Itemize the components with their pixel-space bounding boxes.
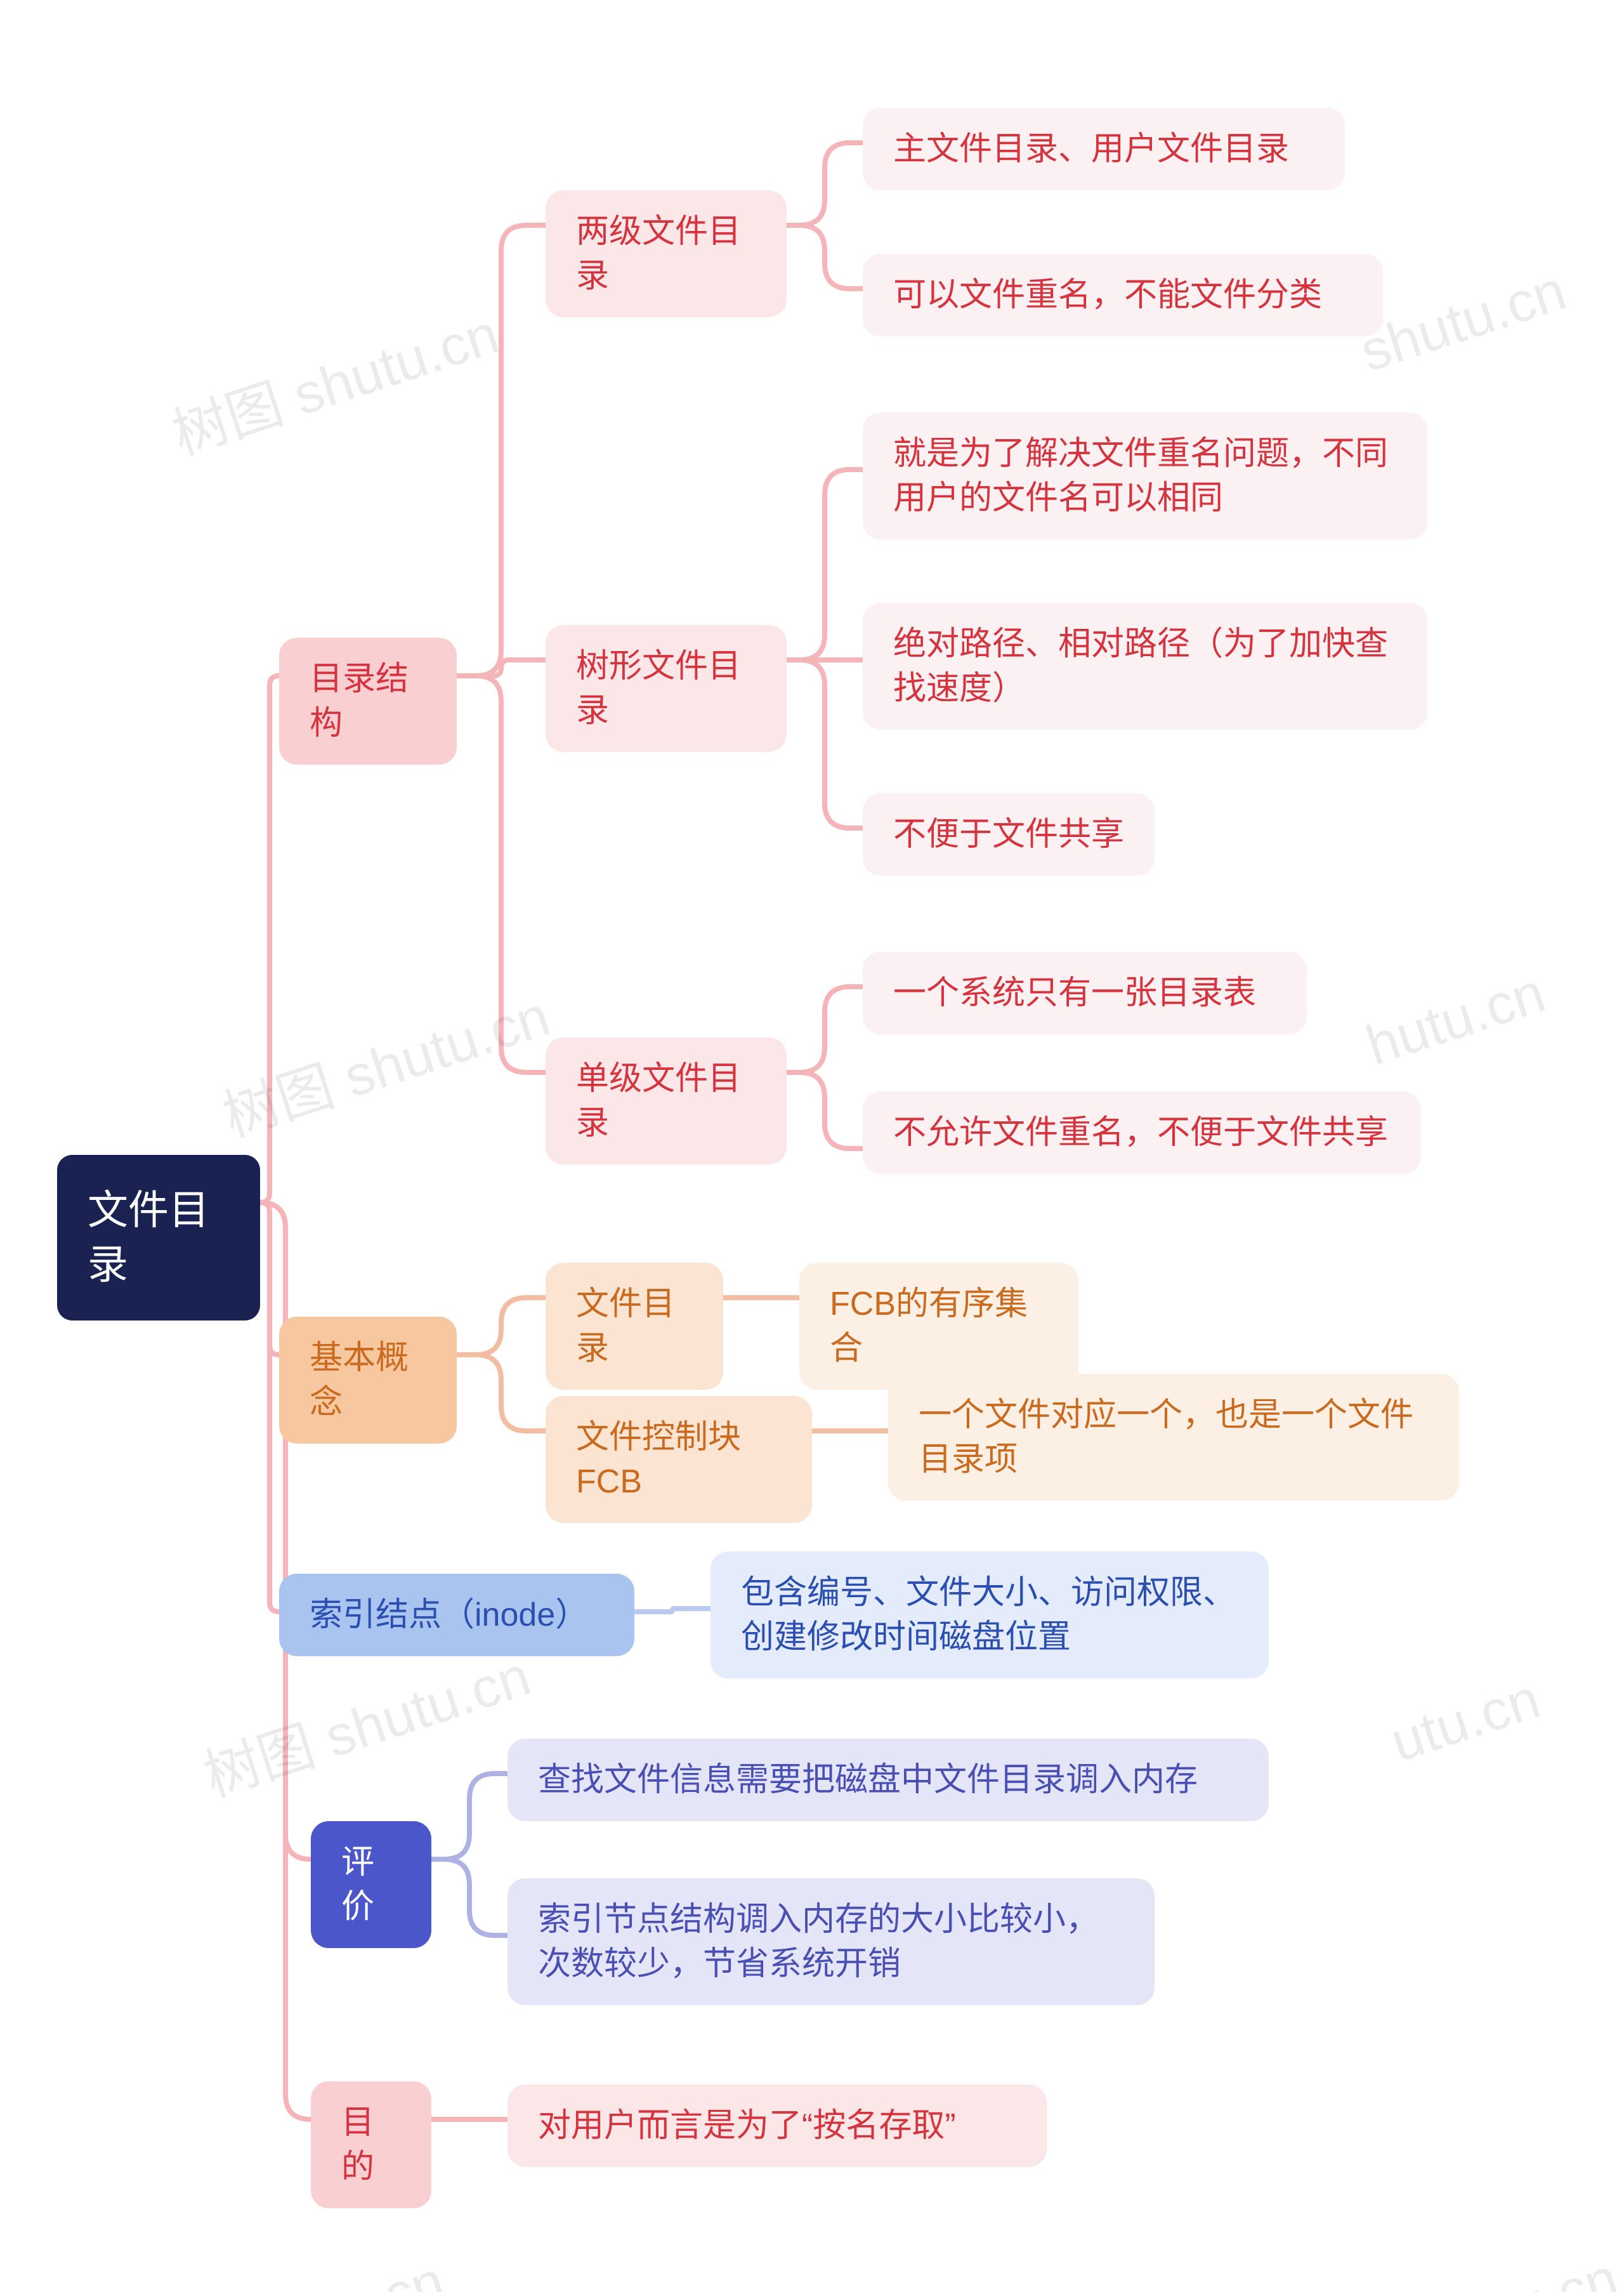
mindmap-node-file-directory[interactable]: 文件目录: [546, 1263, 723, 1390]
mindmap-node-fcb-set[interactable]: FCB的有序集合: [799, 1263, 1078, 1390]
watermark: 树图 shutu.cn: [160, 289, 507, 471]
watermark: 引 shutu.cn: [1333, 2233, 1624, 2292]
mindmap-node-two-level-detail-2[interactable]: 可以文件重名，不能文件分类: [863, 254, 1383, 336]
mindmap-node-directory-structure[interactable]: 目录结构: [279, 638, 457, 765]
watermark: 图 shutu.cn: [159, 2236, 453, 2292]
mindmap-node-single-level-dir[interactable]: 单级文件目录: [546, 1037, 787, 1164]
watermark: utu.cn: [1383, 1666, 1548, 1774]
mindmap-node-single-detail-2[interactable]: 不允许文件重名，不便于文件共享: [863, 1091, 1421, 1174]
mindmap-node-single-detail-1[interactable]: 一个系统只有一张目录表: [863, 952, 1307, 1034]
mindmap-node-evaluation-2[interactable]: 索引节点结构调入内存的大小比较小，次数较少，节省系统开销: [508, 1878, 1155, 2005]
mindmap-node-two-level-detail-1[interactable]: 主文件目录、用户文件目录: [863, 108, 1345, 190]
mindmap-root[interactable]: 文件目录: [57, 1155, 260, 1321]
mindmap-node-purpose-detail[interactable]: 对用户而言是为了“按名存取”: [508, 2085, 1047, 2167]
mindmap-node-fcb[interactable]: 文件控制块FCB: [546, 1396, 812, 1523]
mindmap-node-basic-concepts[interactable]: 基本概念: [279, 1317, 457, 1444]
mindmap-node-fcb-detail[interactable]: 一个文件对应一个，也是一个文件目录项: [888, 1374, 1459, 1501]
mindmap-node-evaluation[interactable]: 评价: [311, 1821, 431, 1948]
mindmap-node-inode-detail[interactable]: 包含编号、文件大小、访问权限、创建修改时间磁盘位置: [710, 1551, 1269, 1678]
mindmap-node-inode[interactable]: 索引结点（inode）: [279, 1574, 634, 1656]
watermark: hutu.cn: [1358, 960, 1552, 1078]
watermark: 树图 shutu.cn: [192, 1631, 539, 1813]
mindmap-node-tree-detail-2[interactable]: 绝对路径、相对路径（为了加快查找速度）: [863, 603, 1427, 730]
watermark: 树图 shutu.cn: [211, 971, 558, 1153]
mindmap-node-tree-detail-1[interactable]: 就是为了解决文件重名问题，不同用户的文件名可以相同: [863, 412, 1427, 539]
watermark: shutu.cn: [1352, 258, 1573, 385]
mindmap-node-tree-dir[interactable]: 树形文件目录: [546, 625, 787, 752]
mindmap-node-purpose[interactable]: 目的: [311, 2081, 431, 2208]
mindmap-node-evaluation-1[interactable]: 查找文件信息需要把磁盘中文件目录调入内存: [508, 1739, 1269, 1821]
mindmap-node-tree-detail-3[interactable]: 不便于文件共享: [863, 793, 1155, 876]
mindmap-node-two-level-dir[interactable]: 两级文件目录: [546, 190, 787, 317]
